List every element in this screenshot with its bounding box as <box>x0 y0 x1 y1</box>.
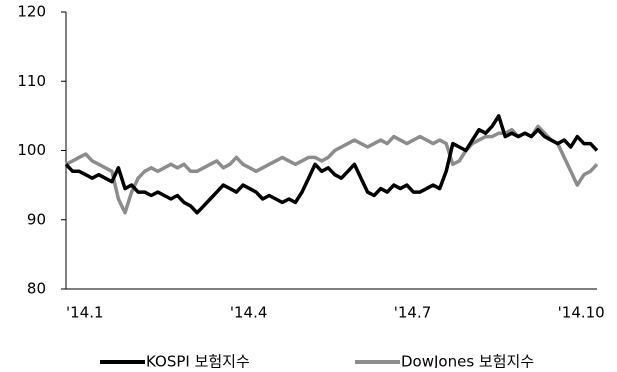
x-tick-label: '14.1 <box>66 304 104 322</box>
y-tick-label: 80 <box>27 280 46 298</box>
y-tick-label: 90 <box>27 210 46 228</box>
x-tick-label: '14.7 <box>394 304 432 322</box>
legend-label: DowJones 보험지수 <box>401 353 534 369</box>
x-tick-label: '14.10 <box>558 304 605 322</box>
x-tick-label: '14.4 <box>230 304 268 322</box>
y-tick-label: 100 <box>17 141 46 159</box>
series-line <box>64 114 599 215</box>
series-line <box>65 124 599 215</box>
y-tick-label: 120 <box>17 3 46 21</box>
legend-label: KOSPI 보험지수 <box>146 353 250 369</box>
y-tick-label: 110 <box>17 72 46 90</box>
